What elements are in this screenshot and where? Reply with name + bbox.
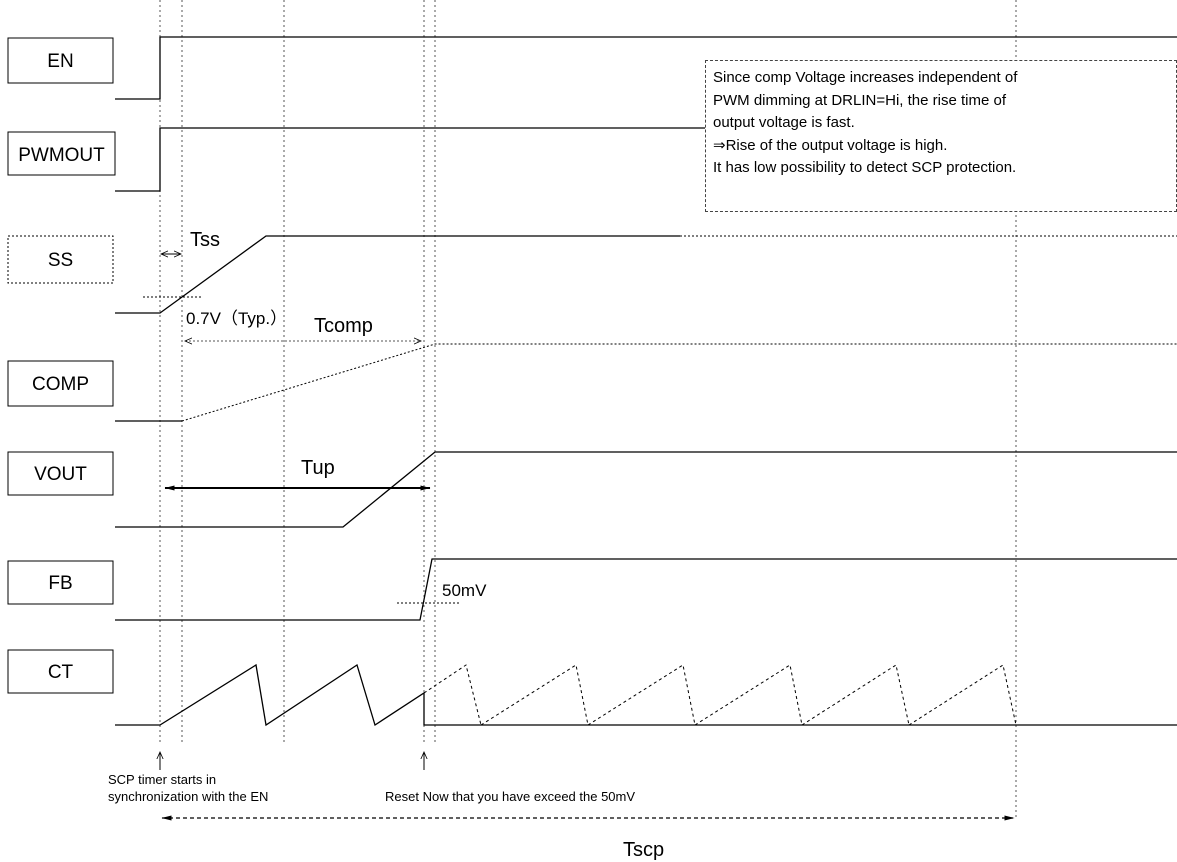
waveform-comp-dotted <box>181 343 1177 422</box>
signal-label-vout: VOUT <box>7 451 114 496</box>
arrows <box>160 254 1015 821</box>
note-line: output voltage is fast. <box>713 114 855 131</box>
signal-label-ct-text: CT <box>48 662 74 683</box>
note-line: PWM dimming at DRLIN=Hi, the rise time o… <box>713 91 1006 109</box>
signal-label-comp: COMP <box>7 360 114 407</box>
note-line: It has low possibility to detect SCP pro… <box>713 159 1017 176</box>
waveform-fb <box>115 558 1177 621</box>
signal-label-fb: FB <box>7 560 114 605</box>
signal-label-en-text: EN <box>47 51 73 72</box>
tscp-label: Tscp <box>623 839 664 861</box>
waveform-ss <box>115 235 680 314</box>
scp-start-label-line1: SCP timer starts in <box>108 772 216 787</box>
signal-label-fb-text: FB <box>48 573 72 594</box>
signal-label-vout-text: VOUT <box>34 464 87 485</box>
note-line: ⇒Rise of the output voltage is high. <box>713 136 948 154</box>
scp-start-label-line2: synchronization with the EN <box>108 789 268 804</box>
waveform-ct-dotted <box>423 664 1017 726</box>
waveform-en <box>115 36 1177 100</box>
note-line: Since comp Voltage increases independent… <box>713 69 1018 86</box>
signal-label-ss-text: SS <box>48 250 73 271</box>
signal-labels: EN PWMOUT SS COMP VOUT FB CT <box>7 37 116 694</box>
reset-label: Reset Now that you have exceed the 50mV <box>385 789 635 804</box>
ss-threshold-label: 0.7V（Typ.） <box>186 309 287 328</box>
signal-label-pwmout-text: PWMOUT <box>18 145 105 166</box>
signal-label-en: EN <box>7 37 114 84</box>
tup-label: Tup <box>301 457 335 479</box>
waveform-ct <box>115 663 1177 727</box>
signal-label-pwmout: PWMOUT <box>7 131 116 176</box>
signal-label-ss: SS <box>7 235 114 284</box>
tcomp-label: Tcomp <box>314 315 373 337</box>
signal-label-comp-text: COMP <box>32 374 89 395</box>
signal-label-ct: CT <box>7 649 114 694</box>
fb-threshold-label: 50mV <box>442 581 487 600</box>
waveforms <box>115 36 1177 727</box>
explanation-note: Since comp Voltage increases independent… <box>705 60 1177 212</box>
annotation-texts: Tss 0.7V（Typ.） Tcomp Tup 50mV Tscp SCP t… <box>108 229 664 861</box>
threshold-marks <box>143 296 460 604</box>
waveform-pwmout <box>115 127 705 192</box>
tss-label: Tss <box>190 229 220 251</box>
waveform-vout <box>115 451 1177 528</box>
